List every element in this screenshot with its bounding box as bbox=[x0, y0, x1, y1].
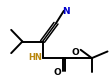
Text: O: O bbox=[53, 68, 61, 77]
Text: N: N bbox=[62, 7, 70, 16]
Text: HN: HN bbox=[28, 53, 42, 62]
Text: O: O bbox=[71, 48, 79, 57]
